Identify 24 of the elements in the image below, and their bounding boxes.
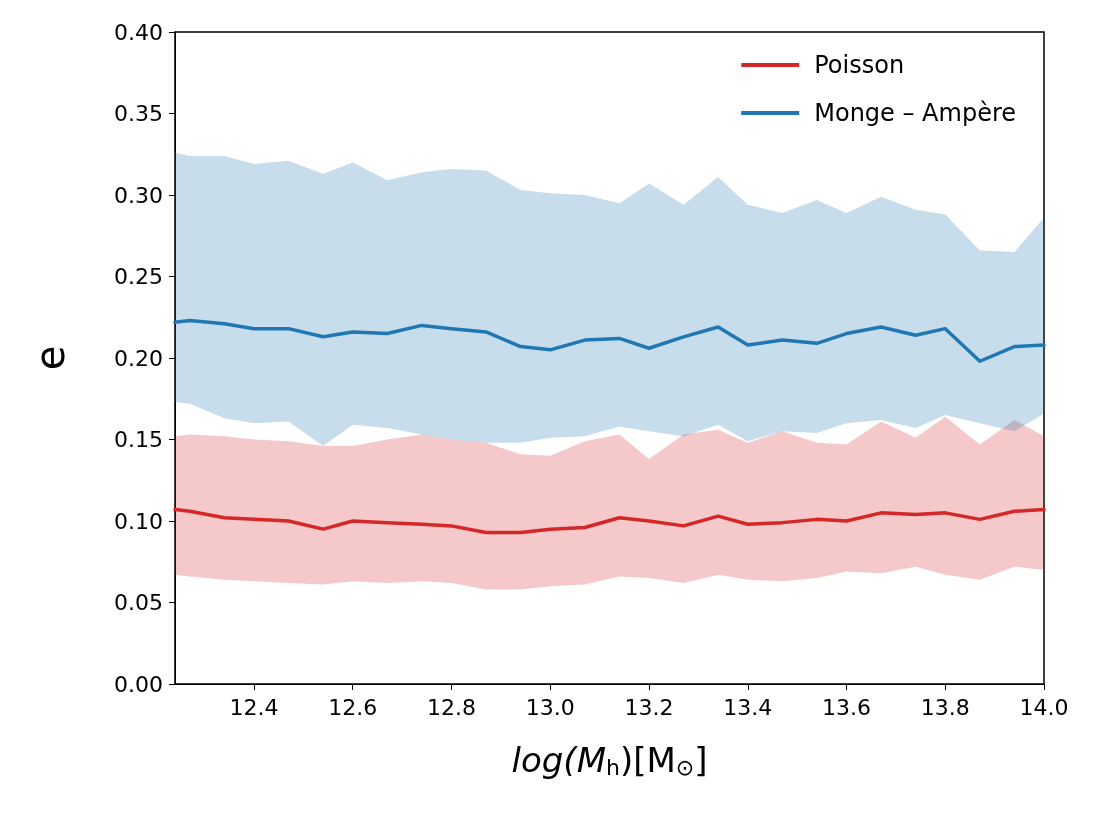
x-tick-label: 13.8 — [920, 694, 970, 720]
y-tick-label: 0.05 — [114, 590, 163, 615]
y-tick-label: 0.40 — [114, 19, 163, 45]
x-tick-label: 14.0 — [1019, 694, 1069, 720]
x-tick-label: 12.4 — [229, 694, 279, 720]
x-tick-label: 12.6 — [328, 694, 378, 720]
y-tick-label: 0.30 — [114, 182, 163, 208]
y-tick-label: 0.25 — [114, 264, 163, 289]
line-series — [173, 318, 1046, 364]
y-tick-label: 0.20 — [114, 345, 163, 371]
line-series — [173, 507, 1046, 535]
x-tick-label: 13.0 — [525, 694, 575, 720]
y-tick-label: 0.00 — [114, 671, 163, 697]
legend-label: Monge – Ampère — [814, 99, 1016, 127]
x-axis-title: log(Mh)[M⊙] — [511, 740, 708, 780]
x-tick-label: 13.6 — [822, 694, 871, 720]
y-tick-label: 0.10 — [114, 508, 163, 534]
y-axis-title: e — [27, 345, 73, 371]
x-tick-label: 12.8 — [427, 694, 476, 720]
legend-label: Poisson — [814, 51, 905, 79]
x-tick-label: 13.2 — [624, 694, 674, 720]
y-tick-label: 0.15 — [114, 427, 163, 452]
y-tick-label: 0.35 — [114, 101, 163, 126]
x-tick-label: 13.4 — [723, 694, 773, 720]
